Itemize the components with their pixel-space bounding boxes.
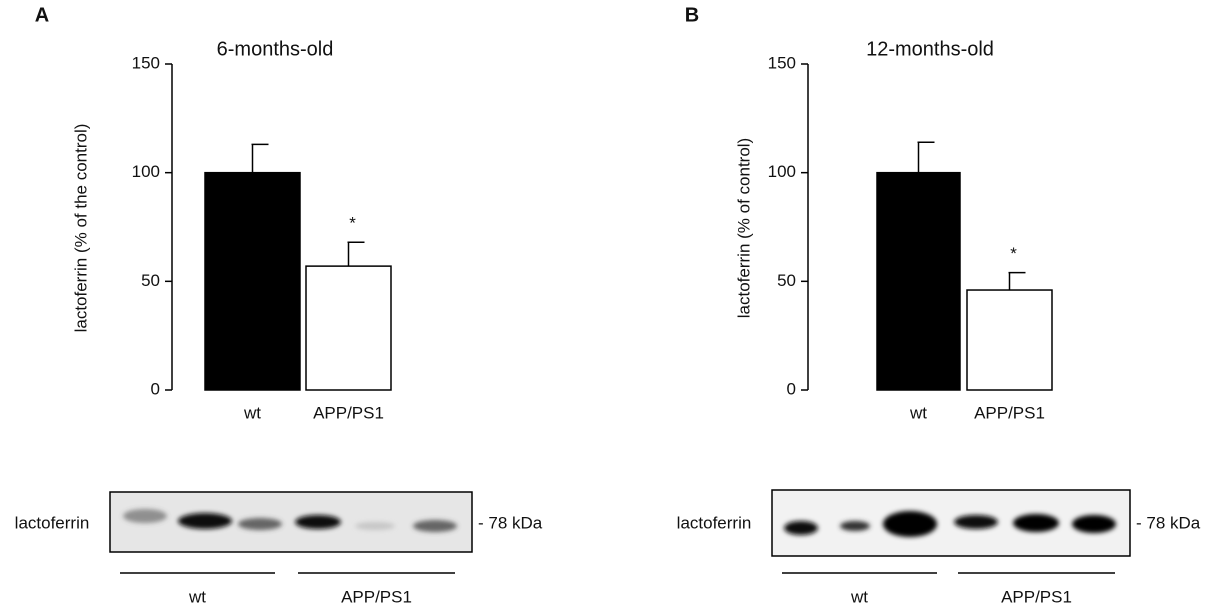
x-tick-label: APP/PS1 — [313, 403, 384, 422]
blot-image — [771, 489, 1131, 557]
blot-image — [109, 491, 473, 553]
group-label: APP/PS1 — [1001, 587, 1072, 606]
bar — [876, 171, 961, 391]
y-tick-label: 100 — [768, 162, 796, 181]
y-tick-label: 0 — [151, 379, 160, 398]
bar — [966, 289, 1053, 391]
group-label: wt — [850, 587, 868, 606]
y-tick-label: 0 — [787, 379, 796, 398]
y-axis-label: lactoferrin (% of the control) — [71, 124, 90, 333]
y-tick-label: 150 — [132, 53, 160, 72]
bar — [305, 265, 392, 391]
group-label: APP/PS1 — [341, 587, 412, 606]
x-tick-label: APP/PS1 — [974, 403, 1045, 422]
y-tick-label: 100 — [132, 162, 160, 181]
blot-label: lactoferrin — [677, 513, 752, 532]
bar — [204, 171, 301, 391]
y-tick-label: 150 — [768, 53, 796, 72]
panel-label: B — [685, 4, 699, 26]
x-tick-label: wt — [909, 403, 927, 422]
significance-marker: * — [349, 214, 356, 233]
chart-title: 6-months-old — [217, 38, 334, 60]
group-label: wt — [188, 587, 206, 606]
blot-marker: - 78 kDa — [1136, 513, 1201, 532]
x-tick-label: wt — [243, 403, 261, 422]
y-tick-label: 50 — [141, 271, 160, 290]
blot-marker: - 78 kDa — [478, 513, 543, 532]
y-axis-label: lactoferrin (% of control) — [734, 138, 753, 318]
chart-title: 12-months-old — [866, 38, 994, 60]
significance-marker: * — [1010, 244, 1017, 263]
y-tick-label: 50 — [777, 271, 796, 290]
panel-label: A — [35, 4, 49, 26]
blot-label: lactoferrin — [15, 513, 90, 532]
